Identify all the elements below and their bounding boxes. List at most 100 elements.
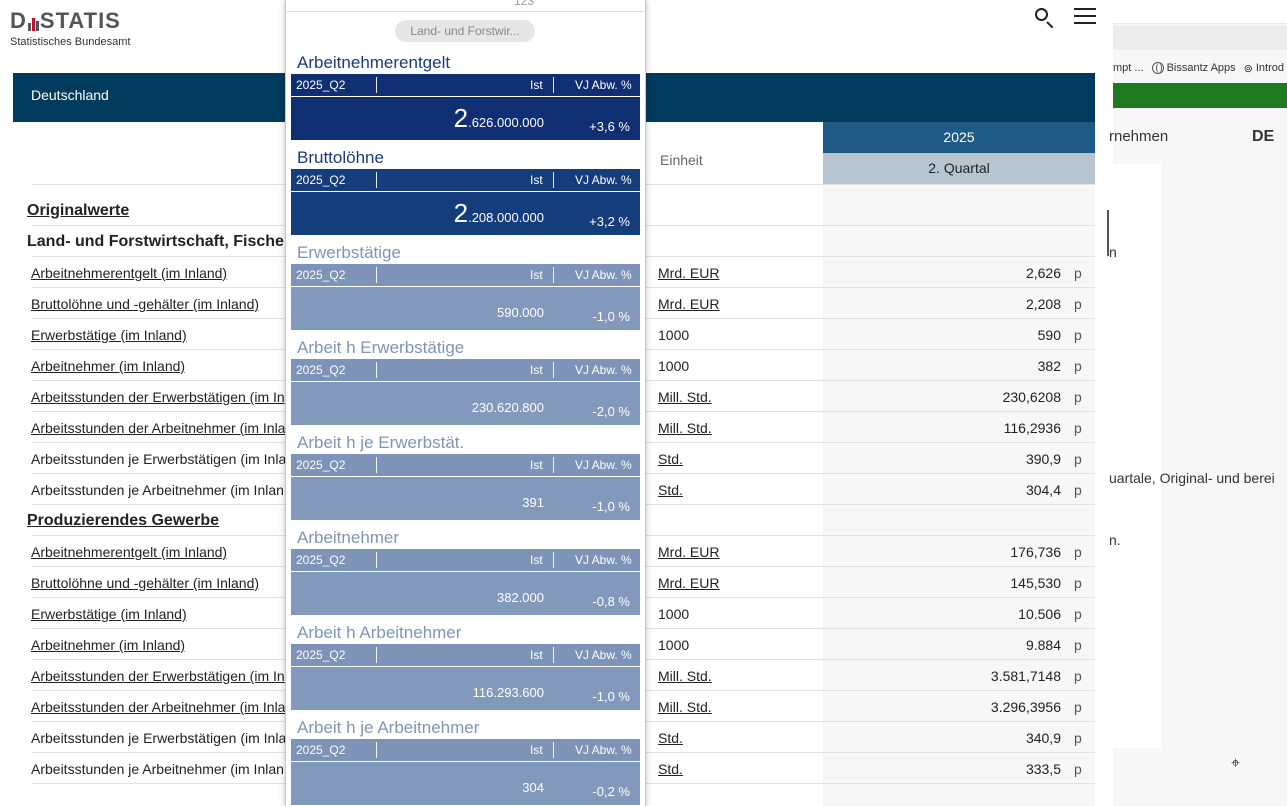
- row-label[interactable]: Arbeitnehmerentgelt (im Inland): [31, 544, 228, 560]
- row-unit[interactable]: Mill. Std.: [658, 420, 712, 436]
- row-flag: p: [1074, 637, 1082, 653]
- row-value: 333,5: [1025, 761, 1061, 777]
- background-bookmarks-bar: mpt ... Bissantz Apps ⊚ Introd: [1113, 56, 1287, 80]
- kpi-card[interactable]: Arbeit h Arbeitnehmer 2025_Q2 Ist VJ Abw. %…: [291, 622, 640, 710]
- column-header-unit: Einheit: [660, 152, 703, 168]
- row-unit[interactable]: Std.: [658, 451, 683, 467]
- row-label[interactable]: Arbeitsstunden der Erwerbstätigen (im In: [31, 668, 285, 684]
- kpi-card-period: 2025_Q2: [296, 743, 346, 757]
- kpi-card-title: Arbeit h Arbeitnehmer: [297, 623, 462, 642]
- row-label[interactable]: Erwerbstätige (im Inland): [31, 606, 187, 622]
- kpi-card-vj-label: VJ Abw. %: [575, 78, 632, 92]
- row-value: 3.581,7148: [990, 668, 1061, 684]
- row-flag: p: [1074, 544, 1082, 560]
- kpi-card-title: Arbeit h je Erwerbstät.: [297, 433, 465, 452]
- kpi-card-ist-value-rest: 590.000: [497, 305, 544, 320]
- kpi-card[interactable]: Arbeitnehmer 2025_Q2 Ist VJ Abw. % 382.000 -0…: [291, 527, 640, 615]
- row-value: 590: [1037, 327, 1061, 343]
- kpi-card-ist-label: Ist: [530, 173, 543, 187]
- kpi-card-vj-label: VJ Abw. %: [575, 648, 632, 662]
- kpi-card-vj-label: VJ Abw. %: [575, 173, 632, 187]
- background-text: n.: [1109, 532, 1121, 548]
- bookmark-item[interactable]: ⊚ Introd: [1244, 62, 1284, 75]
- kpi-card-ist-value-rest: 230.620.800: [471, 400, 544, 415]
- kpi-card-ist-value-rest: .626.000.000: [468, 115, 544, 130]
- row-flag: p: [1074, 668, 1082, 684]
- language-switch[interactable]: DE: [1252, 128, 1275, 145]
- row-label[interactable]: Arbeitnehmerentgelt (im Inland): [31, 265, 228, 281]
- row-unit[interactable]: Mrd. EUR: [658, 265, 720, 281]
- background-nav-item[interactable]: rnehmen: [1109, 128, 1169, 145]
- row-label[interactable]: Arbeitsstunden der Arbeitnehmer (im Inla: [31, 420, 286, 436]
- row-flag: p: [1074, 761, 1082, 777]
- kpi-card[interactable]: Erwerbstätige 2025_Q2 Ist VJ Abw. % 590.000 -…: [291, 242, 640, 330]
- row-flag: p: [1074, 420, 1082, 436]
- kpi-card-header: 2025_Q2 Ist VJ Abw. %: [291, 264, 640, 286]
- row-flag: p: [1074, 265, 1082, 281]
- row-label[interactable]: Arbeitsstunden der Erwerbstätigen (im In: [31, 389, 285, 405]
- row-unit[interactable]: Std.: [658, 761, 683, 777]
- row-unit[interactable]: Mill. Std.: [658, 668, 712, 684]
- row-label: Arbeitsstunden je Erwerbstätigen (im Inl…: [31, 451, 287, 467]
- kpi-card[interactable]: Arbeitnehmerentgelt 2025_Q2 Ist VJ Abw. % 2.…: [291, 52, 640, 140]
- cursor-icon: ⌖: [1231, 755, 1241, 772]
- header-divider: [553, 552, 554, 568]
- row-value: 3.296,3956: [990, 699, 1061, 715]
- kpi-card-vj-label: VJ Abw. %: [575, 458, 632, 472]
- kpi-card-change: -0,8 %: [592, 594, 630, 609]
- kpi-card[interactable]: Bruttolöhne 2025_Q2 Ist VJ Abw. % 2.208.000.…: [291, 147, 640, 235]
- background-nav: rnehmen DE: [1109, 122, 1287, 152]
- row-label: Arbeitsstunden je Arbeitnehmer (im Inlan: [31, 482, 284, 498]
- row-value: 145,530: [1010, 575, 1061, 591]
- row-unit[interactable]: Mill. Std.: [658, 389, 712, 405]
- row-value: 230,6208: [1002, 389, 1061, 405]
- header-divider: [376, 267, 377, 283]
- kpi-card-title: Arbeitnehmer: [297, 528, 400, 547]
- row-unit[interactable]: Mrd. EUR: [658, 575, 720, 591]
- row-label[interactable]: Arbeitnehmer (im Inland): [31, 637, 186, 653]
- kpi-card-body: 590.000 -1,0 %: [291, 287, 640, 330]
- header-divider: [376, 172, 377, 188]
- kpi-card[interactable]: Arbeit h je Erwerbstät. 2025_Q2 Ist VJ Abw.…: [291, 432, 640, 520]
- background-browser-window: mpt ... Bissantz Apps ⊚ Introd rnehmen DE…: [1107, 0, 1287, 806]
- filter-pill[interactable]: Land- und Forstwir...: [395, 20, 535, 42]
- kpi-card-period: 2025_Q2: [296, 173, 346, 187]
- kpi-overlay-panel[interactable]: 123 Land- und Forstwir... Arbeitnehmeren…: [285, 0, 646, 806]
- search-button[interactable]: [1033, 6, 1057, 30]
- row-flag: p: [1074, 699, 1082, 715]
- row-label[interactable]: Arbeitsstunden der Arbeitnehmer (im Inla: [31, 699, 286, 715]
- row-label[interactable]: Arbeitnehmer (im Inland): [31, 358, 186, 374]
- background-scroll-marker: [1107, 210, 1109, 256]
- row-flag: p: [1074, 358, 1082, 374]
- row-unit: 1000: [658, 606, 690, 622]
- destatis-logo[interactable]: D STATIS Statistisches Bundesamt: [10, 8, 130, 48]
- row-unit[interactable]: Mill. Std.: [658, 699, 712, 715]
- row-unit[interactable]: Mrd. EUR: [658, 296, 720, 312]
- kpi-card[interactable]: Arbeit h je Arbeitnehmer 2025_Q2 Ist VJ Abw…: [291, 717, 640, 805]
- bookmark-item[interactable]: Bissantz Apps: [1151, 62, 1236, 74]
- kpi-card-header: 2025_Q2 Ist VJ Abw. %: [291, 549, 640, 571]
- column-header-quarter: 2. Quartal: [823, 153, 1095, 184]
- bookmark-label: mpt ...: [1113, 62, 1144, 74]
- row-label[interactable]: Bruttolöhne und -gehälter (im Inland): [31, 575, 260, 591]
- row-label: Arbeitsstunden je Arbeitnehmer (im Inlan: [31, 761, 284, 777]
- row-unit[interactable]: Std.: [658, 730, 683, 746]
- row-label[interactable]: Bruttolöhne und -gehälter (im Inland): [31, 296, 260, 312]
- row-label[interactable]: Erwerbstätige (im Inland): [31, 327, 187, 343]
- row-value: 304,4: [1025, 482, 1061, 498]
- kpi-card-ist-label: Ist: [530, 743, 543, 757]
- header-divider: [376, 742, 377, 758]
- kpi-card-title: Arbeitnehmerentgelt: [297, 53, 451, 72]
- kpi-card-change: -1,0 %: [592, 689, 630, 704]
- bookmark-label: Bissantz Apps: [1166, 62, 1236, 74]
- kpi-card-header: 2025_Q2 Ist VJ Abw. %: [291, 359, 640, 381]
- kpi-card-ist-label: Ist: [530, 648, 543, 662]
- kpi-card-title: Bruttolöhne: [297, 148, 384, 167]
- menu-button[interactable]: [1074, 8, 1096, 26]
- kpi-card[interactable]: Arbeit h Erwerbstätige 2025_Q2 Ist VJ Abw. …: [291, 337, 640, 425]
- row-unit[interactable]: Mrd. EUR: [658, 544, 720, 560]
- kpi-card-header: 2025_Q2 Ist VJ Abw. %: [291, 454, 640, 476]
- kpi-card-vj-label: VJ Abw. %: [575, 743, 632, 757]
- row-unit[interactable]: Std.: [658, 482, 683, 498]
- bookmark-item[interactable]: mpt ...: [1113, 62, 1144, 74]
